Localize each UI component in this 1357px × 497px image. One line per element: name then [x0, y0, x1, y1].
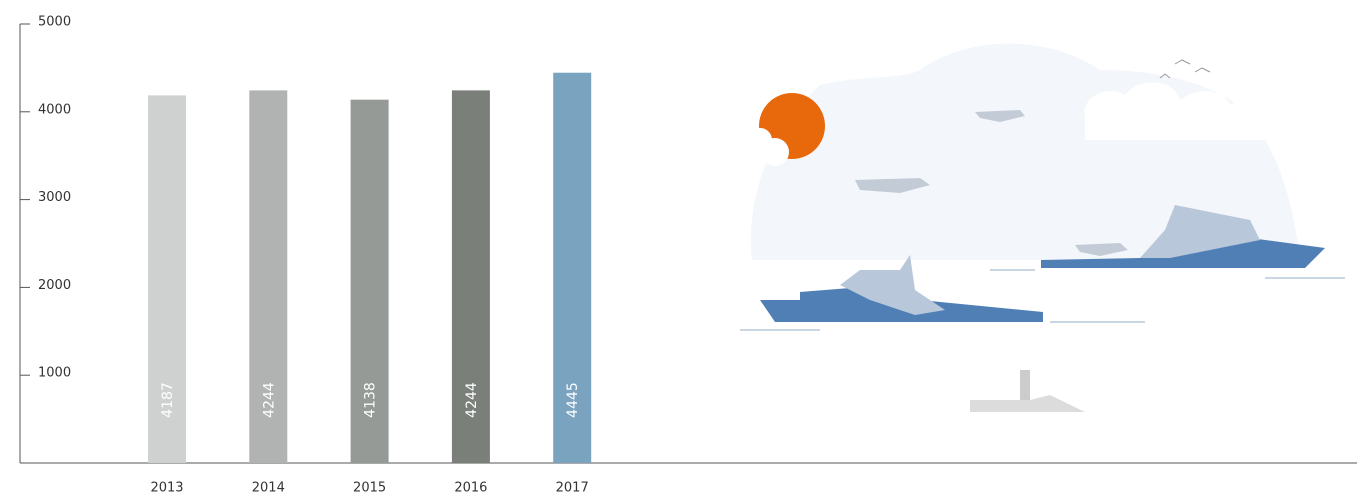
x-tick-label: 2013	[150, 481, 183, 496]
y-tick-label: 4000	[38, 102, 71, 117]
illustration	[740, 43, 1345, 412]
bar	[148, 95, 186, 463]
y-tick-label: 1000	[38, 366, 71, 381]
bar	[451, 90, 490, 463]
y-tick-label: 5000	[38, 15, 71, 30]
x-tick-label: 2017	[556, 481, 589, 496]
value-label: 4244	[261, 382, 277, 418]
bar	[249, 90, 288, 463]
y-tick-label: 3000	[38, 190, 71, 205]
value-label: 4187	[160, 382, 176, 418]
x-tick-label: 2014	[252, 481, 285, 496]
value-label: 4138	[363, 382, 379, 418]
bar	[350, 99, 389, 464]
x-tick-label: 2015	[353, 481, 386, 496]
x-tick-label: 2016	[454, 481, 487, 496]
bar	[553, 72, 592, 463]
value-label: 4244	[464, 382, 480, 418]
y-tick-label: 2000	[38, 278, 71, 293]
value-label: 4445	[565, 382, 581, 418]
